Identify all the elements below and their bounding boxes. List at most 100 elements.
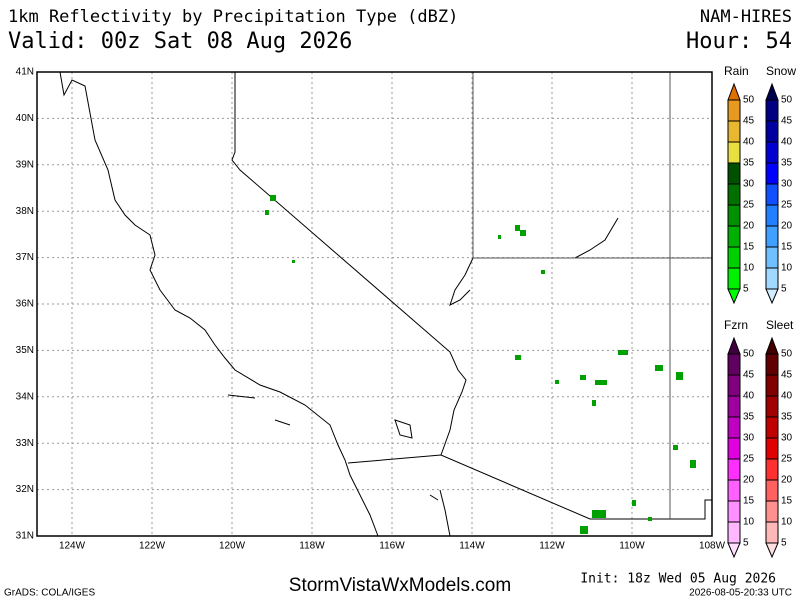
legend-tick: 10 xyxy=(743,517,755,528)
legend-tick: 30 xyxy=(781,179,793,190)
legend-name: Sleet xyxy=(766,318,794,332)
legend-swatch xyxy=(765,437,779,460)
legend-tick: 30 xyxy=(743,179,755,190)
legend-swatch xyxy=(765,416,779,439)
legend-tick: 5 xyxy=(743,284,749,295)
legend-top xyxy=(727,336,741,355)
legend-swatch xyxy=(727,353,741,376)
legend-tick: 10 xyxy=(781,263,793,274)
legend-tick: 5 xyxy=(743,538,749,549)
legend-tick: 5 xyxy=(781,538,787,549)
lon-label: 108W xyxy=(699,541,726,552)
legend-tick: 50 xyxy=(743,349,755,360)
lat-label: 35N xyxy=(16,345,34,356)
legend-name: Snow xyxy=(766,64,796,78)
legend-tick: 15 xyxy=(781,496,793,507)
legend-tick: 35 xyxy=(781,412,793,423)
legend-swatch xyxy=(727,99,741,122)
credit: GrADS: COLA/IGES xyxy=(4,588,95,599)
lat-label: 38N xyxy=(16,206,34,217)
legend-swatch xyxy=(765,246,779,269)
legend-swatch xyxy=(765,458,779,481)
island xyxy=(227,394,413,439)
legend-tick: 10 xyxy=(743,263,755,274)
mexico-border xyxy=(347,454,712,520)
legends: Rain 50 45 40 35 30 25 20 15 10 5 Snow 50 45 40 35 30 25 2… xyxy=(724,64,796,559)
lat-label: 40N xyxy=(16,113,34,124)
legend-tick: 25 xyxy=(743,200,755,211)
site: StormVistaWxModels.com xyxy=(289,575,511,596)
lat-label: 33N xyxy=(16,438,34,449)
legend-swatch xyxy=(765,267,779,290)
legend-tick: 50 xyxy=(781,95,793,106)
timestamp: 2026-08-05-20:33 UTC xyxy=(689,588,792,599)
az-ut-border xyxy=(472,72,712,259)
legend-swatch xyxy=(727,141,741,164)
coastline xyxy=(59,71,379,537)
lat-label: 36N xyxy=(16,299,34,310)
legend-tick: 10 xyxy=(781,517,793,528)
legend-tick: 40 xyxy=(781,391,793,402)
legend-top xyxy=(765,336,779,355)
legend-tick: 45 xyxy=(781,370,793,381)
ca-nv-border xyxy=(231,72,467,456)
lon-label: 114W xyxy=(459,541,485,552)
legend-swatch xyxy=(765,353,779,376)
init-time: Init: 18z Wed 05 Aug 2026 xyxy=(580,572,776,587)
lon-label: 112W xyxy=(539,541,565,552)
legend-tick: 20 xyxy=(781,221,793,232)
legend-tick: 35 xyxy=(743,412,755,423)
precip xyxy=(265,195,696,534)
lat-label: 34N xyxy=(16,391,34,402)
geography xyxy=(59,71,712,537)
lon-label: 116W xyxy=(379,541,405,552)
legend-tick: 35 xyxy=(781,158,793,169)
legend-tick: 5 xyxy=(781,284,787,295)
legend-tick: 45 xyxy=(743,370,755,381)
legend-swatch xyxy=(727,204,741,227)
legend-swatch xyxy=(727,458,741,481)
map-frame xyxy=(36,71,713,537)
legend-tick: 40 xyxy=(781,137,793,148)
colorado-river xyxy=(449,217,619,306)
lon-label: 122W xyxy=(139,541,166,552)
legend-tick: 25 xyxy=(781,200,793,211)
forecast-hour: Hour: 54 xyxy=(686,29,792,54)
legend-swatch xyxy=(765,500,779,523)
valid-time: Valid: 00z Sat 08 Aug 2026 xyxy=(8,29,352,54)
legend-tick: 15 xyxy=(781,242,793,253)
legend-tick: 20 xyxy=(743,221,755,232)
legend-swatch xyxy=(727,521,741,544)
legend-bottom xyxy=(765,288,779,305)
legend-swatch xyxy=(765,183,779,206)
legend-tick: 15 xyxy=(743,242,755,253)
legend-swatch xyxy=(765,162,779,185)
legend-tick: 25 xyxy=(743,454,755,465)
legend-swatch xyxy=(765,374,779,397)
legend-tick: 50 xyxy=(781,349,793,360)
legend-swatch xyxy=(727,162,741,185)
legend-bottom xyxy=(765,542,779,559)
lon-label: 124W xyxy=(59,541,86,552)
legend-swatch xyxy=(765,141,779,164)
lon-label: 110W xyxy=(619,541,645,552)
lat-label: 41N xyxy=(16,67,34,78)
baja-coast xyxy=(429,489,451,537)
legend-tick: 15 xyxy=(743,496,755,507)
lat-label: 39N xyxy=(16,159,34,170)
legend-swatch xyxy=(727,395,741,418)
legend-tick: 40 xyxy=(743,391,755,402)
lon-label: 120W xyxy=(219,541,246,552)
legend-tick: 20 xyxy=(781,475,793,486)
legend-tick: 50 xyxy=(743,95,755,106)
title: 1km Reflectivity by Precipitation Type (… xyxy=(8,7,458,27)
legend-swatch xyxy=(727,500,741,523)
legend-tick: 40 xyxy=(743,137,755,148)
legend-swatch xyxy=(727,120,741,143)
state-borders xyxy=(472,72,712,519)
legend-swatch xyxy=(765,225,779,248)
lon-label: 118W xyxy=(299,541,325,552)
legend-swatch xyxy=(727,479,741,502)
legend-swatch xyxy=(727,437,741,460)
